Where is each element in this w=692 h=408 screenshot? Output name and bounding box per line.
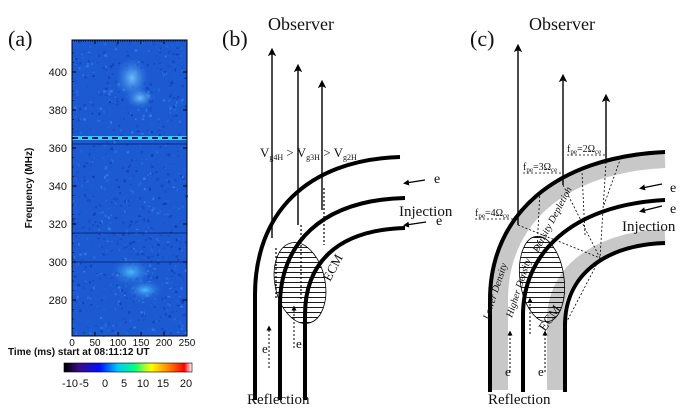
field-line-inner [563, 241, 666, 392]
density-band-outer [492, 152, 666, 390]
fpe-label-2: fpe=2Ωce [567, 144, 605, 156]
injection-label: Injection [399, 204, 453, 220]
y-tick-label: 380 [49, 105, 67, 117]
reflection-label: Reflection [247, 392, 310, 408]
svg-text:fpe=2Ωce: fpe=2Ωce [567, 144, 601, 156]
ecm-label: ECM [319, 251, 346, 283]
velocity-relation: Vg4H > Vg3H > Vg2H [260, 145, 357, 162]
colorbar-tick-label: -10 [62, 378, 78, 390]
field-line-outer [253, 155, 401, 400]
colorbar-tick-label: 10 [137, 378, 149, 390]
x-tick-label: 250 [179, 338, 196, 349]
colorbar-ticks: -10 -5 0 5 10 15 20 [62, 378, 192, 390]
panel-b: (b) Observer ECM Vg4H > Vg3H > Vg2H e In… [222, 14, 453, 408]
colorbar-tick-label: 5 [121, 378, 127, 390]
field-line-outer [488, 150, 666, 392]
spectrogram [71, 39, 188, 337]
electron-label: e [436, 214, 442, 229]
x-tick-label: 100 [110, 338, 127, 349]
electron-label: e [670, 202, 676, 217]
electron-label: e [262, 341, 268, 356]
y-axis-label: Frequency (MHz) [24, 148, 35, 229]
electron-label: e [670, 181, 676, 196]
observer-label: Observer [268, 14, 334, 34]
field-line-middle [521, 198, 666, 392]
colorbar-gradient [63, 362, 193, 373]
colorbar-tick-label: 20 [180, 378, 192, 390]
injection-label: Injection [622, 219, 676, 235]
x-tick-label: 50 [89, 338, 101, 349]
density-band-inner [547, 229, 666, 390]
svg-text:fpe=4Ωce: fpe=4Ωce [475, 208, 509, 220]
electron-label: e [296, 336, 302, 351]
fpe-label-4: fpe=4Ωce [475, 208, 517, 220]
electron-label: e [538, 364, 544, 379]
x-axis-ticks: 0 50 100 150 200 250 [69, 40, 196, 349]
x-tick-label: 0 [69, 338, 75, 349]
y-axis-ticks: 400 380 360 340 320 300 280 [49, 52, 187, 329]
fpe-label-3: fpe=3Ωce [523, 162, 562, 174]
colorbar: -10 -5 0 5 10 15 20 [62, 362, 193, 390]
x-tick-label: 200 [156, 338, 173, 349]
observer-label: Observer [529, 14, 595, 34]
colorbar-tick-label: -5 [79, 378, 89, 390]
y-tick-label: 400 [49, 67, 67, 79]
ecm-region [270, 237, 330, 329]
colorbar-tick-label: 0 [102, 378, 108, 390]
reflection-label: Reflection [488, 392, 551, 408]
electron-label: e [434, 172, 440, 187]
svg-text:Vg4H > Vg3H > Vg2H: Vg4H > Vg3H > Vg2H [260, 145, 357, 162]
electron-label: e [505, 364, 511, 379]
y-tick-label: 340 [49, 181, 67, 193]
y-tick-label: 320 [49, 219, 67, 231]
y-tick-label: 280 [49, 295, 67, 307]
panel-c: (c) Observer ECM fpe=4Ωce [470, 14, 676, 408]
panel-b-label: (b) [222, 26, 248, 51]
x-axis-label: Time (ms) start at 08:11:12 UT [8, 347, 150, 358]
panel-a-label: (a) [8, 26, 32, 51]
y-tick-label: 300 [49, 257, 67, 269]
x-tick-label: 150 [133, 338, 150, 349]
y-tick: 320 [49, 219, 187, 231]
y-tick-label: 360 [49, 143, 67, 155]
panel-c-label: (c) [470, 26, 494, 51]
y-tick: 400 [49, 67, 187, 79]
colorbar-tick-label: 15 [157, 378, 169, 390]
svg-text:fpe=3Ωce: fpe=3Ωce [523, 162, 557, 174]
